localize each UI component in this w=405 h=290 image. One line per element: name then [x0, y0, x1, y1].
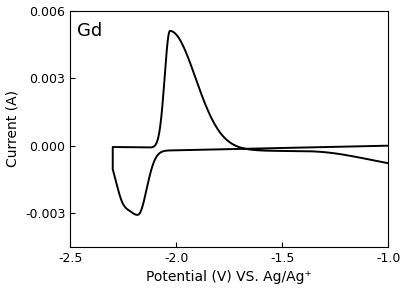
Text: Gd: Gd	[77, 22, 102, 40]
X-axis label: Potential (V) VS. Ag/Ag⁺: Potential (V) VS. Ag/Ag⁺	[146, 271, 311, 284]
Y-axis label: Current (A): Current (A)	[6, 90, 19, 167]
